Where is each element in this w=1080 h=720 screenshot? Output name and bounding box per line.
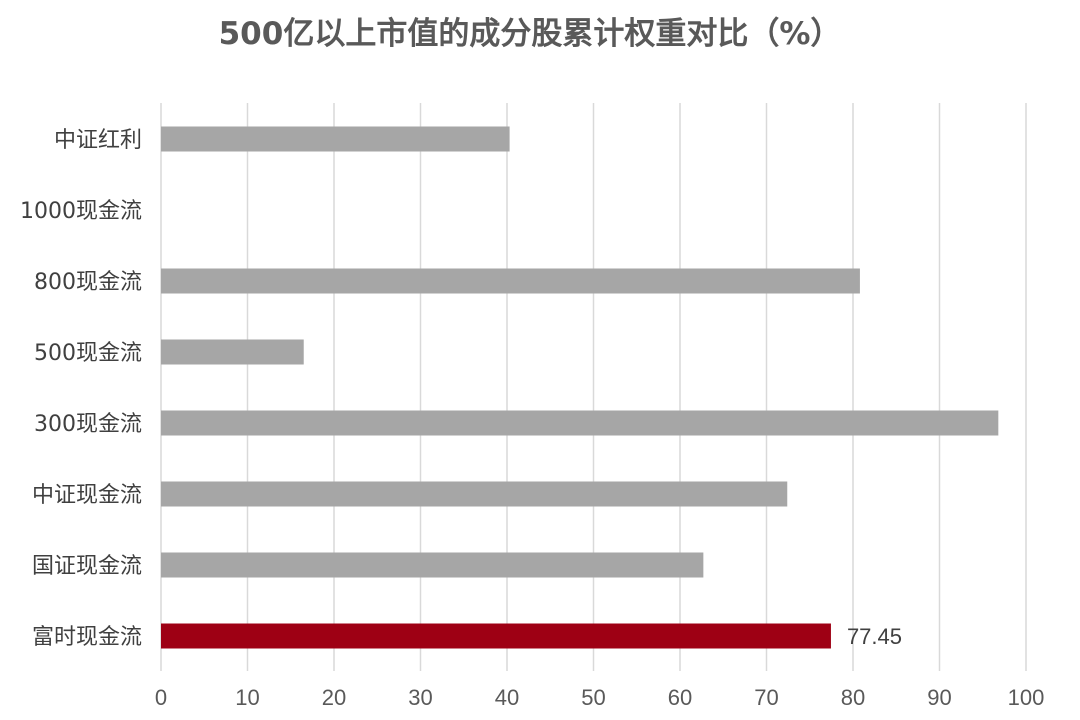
x-tick-label: 90 [927,685,951,710]
bars [161,126,999,649]
x-tick-label: 40 [495,685,519,710]
category-label: 800现金流 [34,270,142,295]
category-label: 500现金流 [34,341,142,366]
data-label: 77.45 [847,624,902,649]
bar [161,410,999,436]
gridlines [160,103,1027,671]
bar [161,268,860,294]
bar [161,552,704,578]
x-tick-label: 100 [1008,685,1045,710]
bar [161,126,510,152]
x-axis-tick-labels: 0 10 20 30 40 50 60 70 80 90 100 [155,685,1044,710]
category-label: 国证现金流 [32,554,142,579]
x-tick-label: 0 [155,685,167,710]
chart-title: 500亿以上市值的成分股累计权重对比（%） [218,16,842,52]
x-tick-label: 70 [754,685,778,710]
x-tick-label: 60 [668,685,692,710]
category-label: 富时现金流 [32,625,142,650]
category-label: 1000现金流 [20,199,142,224]
x-tick-label: 20 [322,685,346,710]
category-label: 中证红利 [54,128,142,153]
x-tick-label: 10 [235,685,259,710]
x-tick-label: 80 [841,685,865,710]
data-labels: 77.45 [847,624,902,649]
x-tick-label: 30 [408,685,432,710]
category-label: 中证现金流 [32,483,142,508]
x-tick-label: 50 [581,685,605,710]
bar [161,481,788,507]
bar [161,339,304,365]
category-label: 300现金流 [34,412,142,437]
bar-highlight [161,623,831,649]
category-labels: 中证红利 1000现金流 800现金流 500现金流 300现金流中证现金流国证现金流富… [20,128,142,650]
